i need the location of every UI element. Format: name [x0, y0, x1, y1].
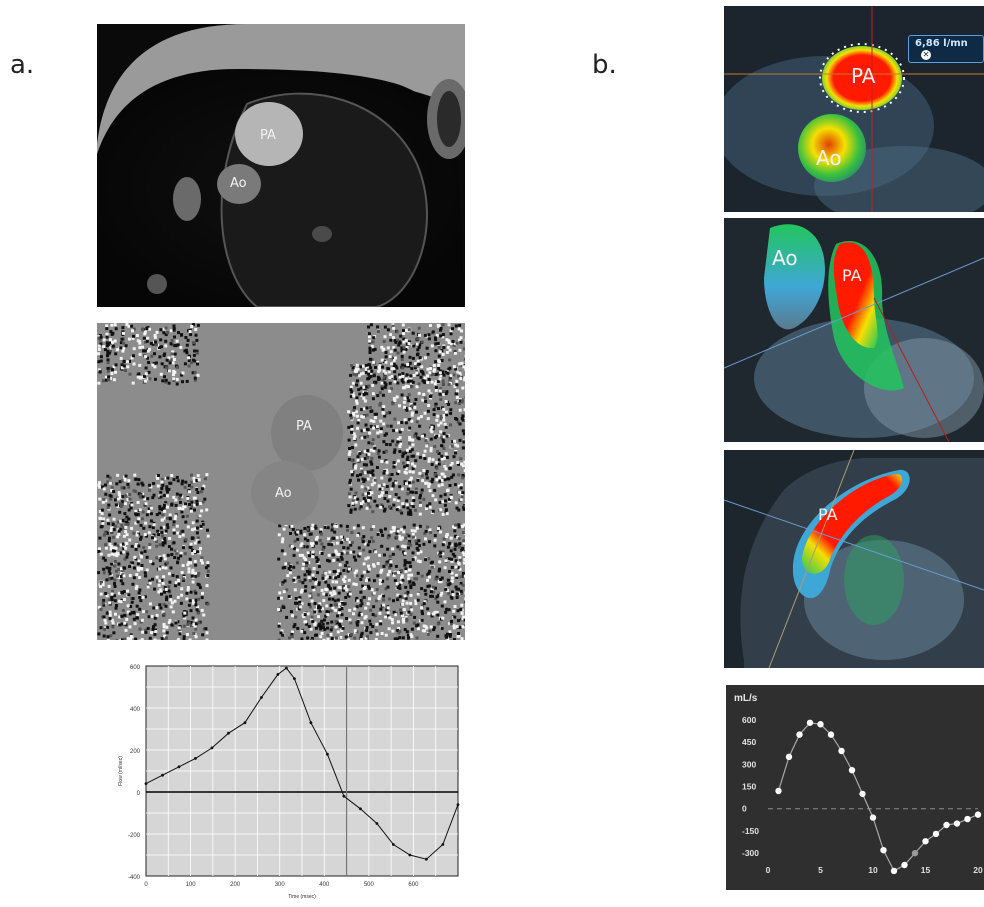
y-tick-label: 600	[130, 665, 141, 671]
data-point	[408, 853, 412, 857]
data-point	[441, 843, 445, 846]
y-tick-label: 450	[742, 737, 756, 747]
data-point	[243, 721, 247, 725]
y-tick-label: 600	[742, 715, 756, 725]
flow-image-bottom: PA	[724, 450, 984, 668]
flow-middle-pa-label: PA	[842, 266, 862, 285]
data-point	[260, 696, 263, 699]
data-point	[880, 846, 887, 854]
x-tick-label: 5	[818, 865, 823, 875]
panel-label-a: a.	[10, 50, 35, 80]
x-tick-label: 500	[364, 882, 375, 888]
y-tick-label: 0	[137, 791, 141, 797]
x-tick-label: 300	[275, 882, 286, 888]
data-point	[796, 731, 803, 738]
data-point	[848, 766, 856, 774]
data-point	[456, 803, 460, 806]
phase-image: PA Ao	[97, 323, 465, 640]
flow-rate-badge[interactable]: 6,86 l/mn ✕	[908, 35, 984, 63]
data-point	[827, 731, 835, 738]
flow-curve-chart-a: -400 -200 0 200 400 600 0 100 200 300 400 500 600 Tim…	[118, 665, 460, 900]
x-tick-label: 600	[408, 882, 419, 888]
data-point	[943, 821, 950, 829]
data-point	[859, 790, 866, 798]
y-axis-label: Flow (ml/sec)	[118, 756, 124, 786]
data-point	[309, 721, 313, 725]
data-point	[922, 838, 929, 845]
y-tick-label: -400	[128, 875, 141, 881]
y-tick-label: -150	[742, 826, 759, 836]
magnitude-image: PA Ao	[97, 24, 465, 307]
data-point	[276, 673, 280, 676]
flow-bottom-pa-label: PA	[818, 505, 838, 524]
x-tick-label: 0	[144, 882, 148, 888]
close-icon[interactable]: ✕	[921, 50, 931, 60]
magnitude-pa-label: PA	[260, 128, 276, 143]
data-point	[911, 849, 919, 857]
y-tick-label: 300	[742, 759, 756, 769]
y-tick-label: -300	[742, 848, 759, 858]
data-point	[890, 867, 898, 875]
data-point	[144, 782, 148, 785]
data-point	[391, 843, 395, 846]
data-point	[901, 861, 908, 869]
y-tick-label: 400	[130, 707, 141, 713]
phase-ao-label: Ao	[275, 486, 292, 501]
x-tick-label: 15	[921, 865, 931, 875]
y-tick-label: -200	[128, 833, 141, 839]
x-tick-label: 10	[868, 865, 878, 875]
y-tick-label: 0	[742, 804, 747, 814]
magnitude-ao-label: Ao	[230, 176, 247, 191]
y-tick-label: 200	[130, 749, 141, 755]
data-point	[785, 753, 793, 761]
x-axis-label: Time (msec)	[288, 894, 316, 900]
flow-middle-ao-label: Ao	[772, 246, 798, 270]
phase-pa-label: PA	[296, 419, 312, 434]
data-point	[293, 677, 296, 680]
data-point	[817, 721, 824, 728]
flow-top-pa-label: PA	[851, 64, 876, 88]
x-tick-label: 400	[319, 882, 330, 888]
data-point	[326, 752, 329, 756]
data-point	[806, 719, 814, 726]
data-point	[775, 787, 782, 795]
data-point	[964, 815, 971, 823]
flow-image-top: PA Ao 6,86 l/mn ✕	[724, 6, 984, 212]
x-tick-label: 20	[973, 865, 983, 875]
x-tick-label: 0	[766, 865, 771, 875]
data-point	[342, 794, 346, 798]
panel-label-b: b.	[592, 50, 617, 80]
flow-rate-value: 6,86 l/mn	[915, 38, 968, 49]
data-point	[932, 830, 940, 838]
y-axis-unit-label: mL/s	[734, 693, 758, 704]
data-point	[974, 811, 982, 818]
data-point	[953, 820, 961, 827]
x-tick-label: 200	[230, 882, 241, 888]
data-point	[869, 814, 877, 821]
flow-curve-chart-b: mL/s 600 450 300 150 0 -150 -300 0 5 10 15 20	[726, 685, 984, 890]
data-point	[375, 822, 379, 825]
data-point	[177, 765, 181, 769]
data-point	[210, 746, 214, 750]
data-point	[161, 773, 164, 777]
flow-top-ao-label: Ao	[816, 146, 842, 170]
x-tick-label: 100	[186, 882, 197, 888]
plot-area	[726, 685, 984, 890]
data-point	[194, 757, 197, 760]
data-point	[424, 857, 428, 861]
data-point	[838, 747, 845, 755]
data-point	[358, 807, 362, 811]
flow-image-middle: Ao PA	[724, 218, 984, 442]
y-tick-label: 150	[742, 781, 756, 791]
data-point	[285, 666, 288, 670]
data-point	[227, 731, 230, 735]
